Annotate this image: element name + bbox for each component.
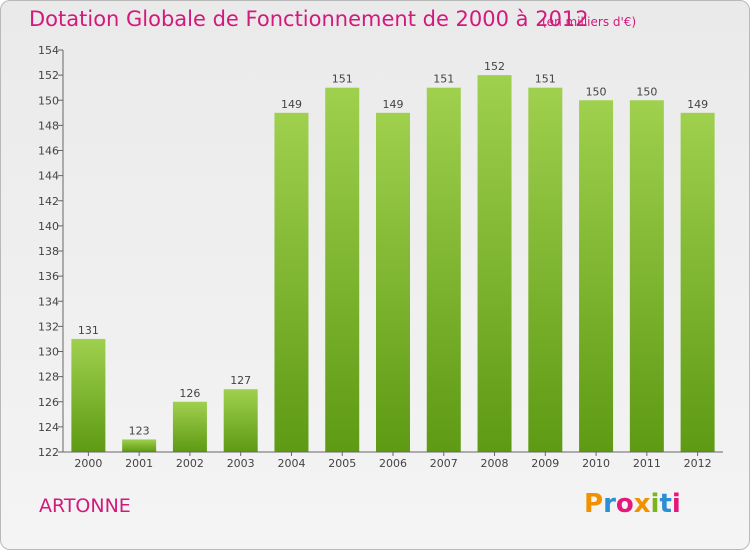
chart-title: Dotation Globale de Fonctionnement de 20… [29, 7, 589, 31]
y-tick-label: 122 [38, 446, 59, 459]
bar [274, 112, 309, 452]
logo-letter: o [615, 489, 634, 519]
x-axis: 2000 2001 2002 2003 2004 2005 2006 2007 2008 2009… [63, 451, 723, 470]
x-tick-label: 2005 [328, 457, 356, 470]
bar [223, 389, 258, 452]
x-tick-label: 2008 [481, 457, 509, 470]
x-tick-label: 2004 [277, 457, 305, 470]
bar [629, 100, 664, 452]
logo-letter: P [584, 489, 604, 519]
bar-value-label: 131 [78, 324, 99, 337]
bar [172, 401, 207, 452]
bar [325, 87, 360, 452]
proxiti-logo: Proxiti [584, 489, 681, 519]
bar-value-label: 127 [230, 374, 251, 387]
x-tick-label: 2007 [430, 457, 458, 470]
x-tick-label: 2011 [633, 457, 661, 470]
y-tick-label: 154 [38, 44, 59, 57]
bar [680, 112, 715, 452]
y-tick-label: 132 [38, 320, 59, 333]
bar-value-label: 151 [535, 73, 556, 86]
commune-name: ARTONNE [39, 495, 131, 517]
bar-value-label: 126 [179, 387, 200, 400]
bars-group: 131 123 126 127 149 151 149 151 152 151 150 150 149 [71, 60, 715, 452]
x-tick-label: 2010 [582, 457, 610, 470]
y-tick-label: 140 [38, 220, 59, 233]
bar-value-label: 150 [586, 85, 607, 98]
y-tick-label: 130 [38, 346, 59, 359]
bar-value-label: 123 [129, 424, 150, 437]
x-tick-label: 2000 [74, 457, 102, 470]
y-tick-label: 152 [38, 69, 59, 82]
bar-value-label: 149 [281, 98, 302, 111]
bar-value-label: 151 [332, 73, 353, 86]
logo-letter: i [650, 489, 660, 519]
bar-value-label: 149 [383, 98, 404, 111]
logo-letter: i [671, 489, 681, 519]
y-tick-label: 150 [38, 94, 59, 107]
y-tick-label: 148 [38, 119, 59, 132]
bar [477, 75, 512, 452]
chart-unit: (en milliers d'€) [542, 15, 637, 29]
y-tick-label: 146 [38, 145, 59, 158]
bar [528, 87, 563, 452]
bar-value-label: 150 [636, 85, 657, 98]
y-tick-label: 138 [38, 245, 59, 258]
y-tick-label: 128 [38, 371, 59, 384]
x-tick-label: 2009 [531, 457, 559, 470]
bar [376, 112, 410, 452]
bar [71, 338, 106, 452]
y-tick-label: 124 [38, 421, 59, 434]
x-tick-label: 2002 [176, 457, 204, 470]
y-tick-label: 142 [38, 195, 59, 208]
logo-letter: r [603, 489, 616, 519]
y-tick-label: 144 [38, 170, 59, 183]
bar [122, 439, 157, 452]
bar [426, 87, 461, 452]
y-tick-label: 126 [38, 396, 59, 409]
x-tick-label: 2006 [379, 457, 407, 470]
bar-value-label: 151 [433, 73, 454, 86]
x-tick-label: 2001 [125, 457, 153, 470]
logo-letter: t [659, 489, 672, 519]
x-tick-label: 2003 [227, 457, 255, 470]
bar-value-label: 149 [687, 98, 708, 111]
x-tick-label: 2012 [684, 457, 712, 470]
bar-value-label: 152 [484, 60, 505, 73]
y-tick-label: 136 [38, 270, 59, 283]
y-tick-label: 134 [38, 295, 59, 308]
logo-letter: x [633, 489, 651, 519]
bar [579, 100, 614, 452]
y-axis: 122 124 126 128 130 132 134 136 138 140 142 144 146 1… [38, 44, 64, 459]
